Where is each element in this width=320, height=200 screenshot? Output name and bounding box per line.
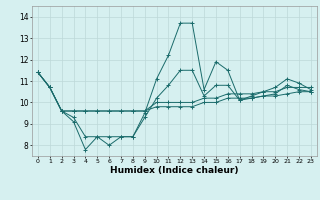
X-axis label: Humidex (Indice chaleur): Humidex (Indice chaleur) (110, 166, 239, 175)
